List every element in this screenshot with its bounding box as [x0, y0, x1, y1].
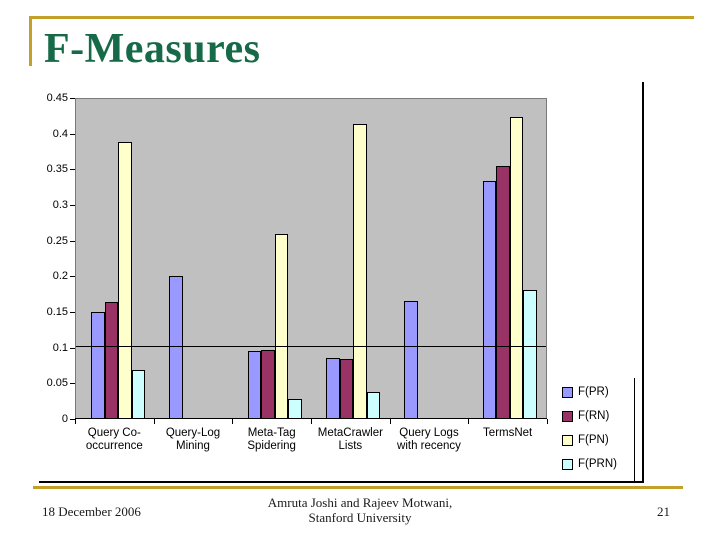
legend-swatch-icon [562, 386, 573, 398]
y-axis-tick-mark [70, 276, 75, 278]
bar-fpr-group4 [326, 358, 340, 418]
x-axis-category-label-line: Meta-Tag [247, 427, 296, 439]
x-axis-category-label: MetaCrawler Lists [311, 427, 390, 453]
bar-fprn-group3 [288, 399, 302, 418]
x-axis-category-label-line: occurrence [85, 440, 143, 452]
x-axis-tick-mark [390, 419, 391, 424]
x-axis-category-label-line: Spidering [247, 440, 296, 452]
bar-frn-group3 [261, 350, 275, 418]
legend-item-frn: F(RN) [562, 410, 617, 422]
chart-frame-inner-right-line [634, 378, 635, 482]
x-axis-category-label: Meta-Tag Spidering [232, 427, 311, 453]
x-axis-tick-mark [468, 419, 469, 424]
page-title: F-Measures [44, 26, 261, 72]
bar-fpn-group4 [353, 124, 367, 418]
y-axis-tick-mark [70, 347, 75, 349]
footer-date: 18 December 2006 [42, 504, 141, 519]
legend-label: F(PN) [578, 434, 609, 446]
legend-item-fprn: F(PRN) [562, 458, 617, 470]
y-axis-tick-mark [70, 169, 75, 171]
y-axis-tick-label: 0.2 [52, 270, 68, 283]
legend-label: F(PRN) [578, 458, 617, 470]
bar-frn-group1 [104, 302, 118, 418]
bar-fpr-group6 [482, 181, 497, 418]
footer-credit-line2: Stanford University [308, 510, 412, 525]
chart-legend: F(PR) F(RN) F(PN) F(PRN) [562, 386, 617, 482]
x-axis-category-label: TermsNet [468, 427, 547, 440]
title-accent-line [29, 16, 32, 66]
x-axis-category-label-line: Query Co- [87, 427, 141, 439]
x-axis-category-label-line: Query-Log [165, 427, 221, 439]
bar-fprn-group1 [131, 370, 145, 418]
chart-frame-right-line [642, 82, 644, 482]
y-axis-tick-mark [70, 205, 75, 206]
legend-item-fpr: F(PR) [562, 386, 617, 398]
legend-swatch-icon [562, 458, 573, 470]
y-axis-tick-mark [70, 419, 75, 420]
y-axis-tick-mark [70, 98, 75, 99]
y-axis-tick-label: 0.1 [52, 341, 68, 354]
x-axis-category-label-line: Lists [338, 440, 363, 452]
bar-fpr-group3 [247, 351, 262, 418]
y-axis-tick-mark [70, 383, 75, 385]
chart-frame-bottom-line [39, 481, 644, 483]
y-axis-tick-label: 0.05 [46, 377, 68, 390]
y-axis-tick-mark [70, 133, 75, 135]
x-axis-tick-mark [232, 419, 233, 424]
y-axis-tick-label: 0.4 [52, 127, 68, 140]
x-axis-category-label-line: Query Logs [399, 427, 459, 439]
footer-page-number: 21 [657, 504, 670, 519]
x-axis-category-label-line: Mining [176, 440, 210, 452]
bar-fpn-group1 [118, 142, 132, 418]
bar-frn-group6 [496, 166, 510, 418]
bar-fpn-group3 [274, 234, 289, 418]
y-axis-tick-label: 0 [61, 413, 68, 425]
footer-border-line [33, 486, 683, 489]
gridline-0-1 [76, 346, 546, 347]
top-border-line [31, 16, 694, 19]
bar-fpn-group6 [509, 117, 524, 418]
legend-swatch-icon [562, 410, 573, 422]
legend-label: F(PR) [578, 386, 609, 398]
bar-fprn-group4 [366, 392, 380, 418]
legend-swatch-icon [562, 434, 573, 446]
x-axis-category-label-line: TermsNet [483, 427, 533, 439]
bar-fpr-group5 [404, 301, 418, 418]
y-axis-tick-label: 0.45 [46, 92, 68, 104]
x-axis-line [75, 418, 547, 419]
x-axis-category-label: Query Logs with recency [390, 427, 469, 453]
y-axis-tick-label: 0.35 [46, 163, 68, 176]
footer-credits: Amruta Joshi and Rajeev Motwani, Stanfor… [0, 495, 720, 525]
y-axis-tick-label: 0.3 [52, 199, 68, 211]
x-axis-category-label-line: with recency [397, 440, 461, 452]
x-axis-category-label: Query-Log Mining [154, 427, 233, 453]
y-axis-tick-mark [70, 240, 75, 242]
y-axis-tick-mark [70, 312, 75, 313]
legend-item-fpn: F(PN) [562, 434, 617, 446]
bar-frn-group4 [339, 359, 353, 418]
x-axis-category-label: Query Co-occurrence [75, 427, 154, 453]
footer-credit-line1: Amruta Joshi and Rajeev Motwani, [267, 495, 453, 510]
y-axis-tick-label: 0.15 [46, 306, 68, 318]
bar-fpr-group1 [91, 312, 105, 418]
x-axis-tick-mark [311, 419, 312, 424]
legend-label: F(RN) [578, 410, 610, 422]
bar-fprn-group6 [523, 290, 537, 418]
x-axis-tick-mark [154, 419, 155, 424]
x-axis-category-label-line: MetaCrawler [317, 427, 383, 439]
x-axis-tick-mark [547, 419, 548, 424]
x-axis-tick-mark [75, 419, 76, 424]
bar-fpr-group2 [169, 276, 183, 418]
chart-plot-area [75, 98, 547, 419]
y-axis-tick-label: 0.25 [46, 234, 68, 247]
